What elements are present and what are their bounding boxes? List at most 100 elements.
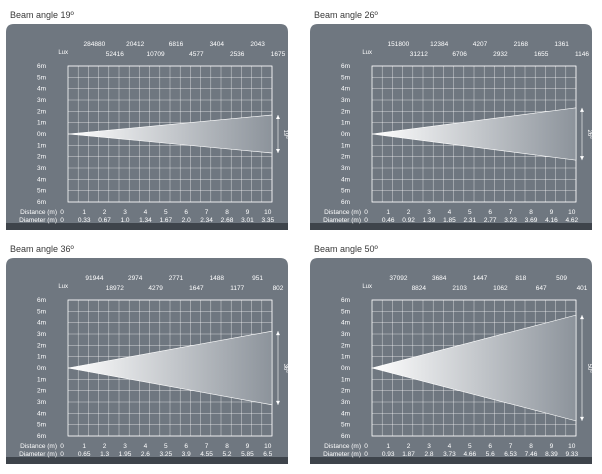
distance-tick-label: 6 (184, 443, 188, 450)
diameter-row-label: Diameter (m) (323, 451, 361, 458)
diameter-row-label: Diameter (m) (19, 451, 57, 458)
y-tick-label: 5m (341, 74, 350, 81)
lux-bottom-value: 31212 (410, 51, 428, 58)
distance-tick-label: 7 (205, 209, 209, 216)
panel-footer-strip (6, 223, 288, 230)
lux-bottom-value: 1675 (271, 51, 286, 58)
distance-tick-label: 7 (509, 443, 513, 450)
y-tick-label: 5m (37, 74, 46, 81)
y-tick-label: 2m (37, 154, 46, 161)
diameter-value-label: 1.34 (139, 217, 152, 224)
distance-tick-label: 5 (468, 209, 472, 216)
beam-cone (67, 330, 273, 406)
lux-bottom-value: 802 (273, 285, 284, 292)
angle-marker-arrow (276, 115, 280, 120)
distance-tick-label: 10 (264, 443, 272, 450)
lux-bottom-value: 1655 (534, 51, 549, 58)
lux-bottom-value: 401 (577, 285, 588, 292)
y-tick-label: 1m (37, 142, 46, 149)
distance-tick-label: 4 (144, 209, 148, 216)
distance-tick-label: 8 (225, 209, 229, 216)
y-tick-label: 4m (37, 176, 46, 183)
diameter-row-label: Diameter (m) (19, 217, 57, 224)
panel-footer-strip (310, 457, 592, 464)
diameter-value-label: 2.6 (141, 451, 150, 458)
distance-tick-label: 8 (225, 443, 229, 450)
diameter-value-label: 2.77 (484, 217, 497, 224)
y-tick-label: 6m (341, 297, 350, 304)
y-tick-label: 0m (341, 131, 350, 138)
diameter-value-label: 0.92 (402, 217, 415, 224)
beam-cone (371, 107, 577, 161)
y-tick-label: 4m (37, 320, 46, 327)
angle-label: 50º (586, 364, 592, 374)
distance-origin-label: 0 (364, 209, 368, 216)
distance-tick-label: 10 (568, 209, 576, 216)
lux-label: Lux (362, 284, 372, 290)
diameter-value-label: 3.9 (182, 451, 191, 458)
y-tick-label: 3m (37, 97, 46, 104)
y-tick-label: 3m (341, 165, 350, 172)
diameter-value-label: 1.0 (120, 217, 129, 224)
angle-label: 19º (282, 130, 288, 140)
distance-tick-label: 1 (386, 443, 390, 450)
lux-bottom-value: 4279 (148, 285, 163, 292)
lux-top-value: 3684 (432, 275, 447, 282)
y-tick-label: 2m (341, 108, 350, 115)
y-tick-label: 2m (341, 154, 350, 161)
diameter-value-label: 3.35 (261, 217, 274, 224)
y-tick-label: 4m (341, 86, 350, 93)
distance-origin-label: 0 (60, 209, 64, 216)
diameter-value-label: 5.2 (222, 451, 231, 458)
distance-row-label: Distance (m) (20, 209, 57, 216)
distance-tick-label: 9 (550, 209, 554, 216)
diameter-value-label: 1.95 (119, 451, 132, 458)
lux-bottom-value: 2932 (493, 51, 508, 58)
angle-marker-arrow (580, 315, 584, 320)
y-tick-label: 3m (37, 399, 46, 406)
distance-origin-label: 0 (364, 443, 368, 450)
y-tick-label: 3m (341, 97, 350, 104)
lux-bottom-value: 2536 (230, 51, 245, 58)
diameter-value-label: 2.34 (200, 217, 213, 224)
lux-top-value: 2974 (128, 275, 143, 282)
y-tick-label: 3m (37, 331, 46, 338)
diameter-value-label: 2.0 (182, 217, 191, 224)
distance-tick-label: 6 (488, 209, 492, 216)
y-tick-label: 4m (341, 320, 350, 327)
lux-top-value: 951 (252, 275, 263, 282)
y-tick-label: 6m (37, 433, 46, 440)
lux-bottom-value: 8824 (412, 285, 427, 292)
diameter-origin-label: 0 (364, 217, 368, 224)
lux-bottom-value: 1647 (189, 285, 204, 292)
lux-bottom-value: 52416 (106, 51, 124, 58)
diameter-value-label: 0.46 (382, 217, 395, 224)
lux-bottom-value: 6706 (452, 51, 467, 58)
diameter-value-label: 3.69 (525, 217, 538, 224)
diameter-value-label: 7.46 (525, 451, 538, 458)
beam-cone (67, 114, 273, 154)
lux-top-value: 6816 (169, 41, 184, 48)
lux-top-value: 37092 (389, 275, 407, 282)
distance-tick-label: 3 (427, 443, 431, 450)
y-tick-label: 3m (341, 331, 350, 338)
distance-tick-label: 3 (123, 443, 127, 450)
diameter-value-label: 6.53 (504, 451, 517, 458)
beam-chart-26: Beam angle 26º Lux 151800 12384 4207 2168 136… (310, 8, 592, 230)
lux-top-value: 509 (556, 275, 567, 282)
distance-tick-label: 8 (529, 443, 533, 450)
diameter-origin-label: 0 (60, 217, 64, 224)
diameter-value-label: 3.73 (443, 451, 456, 458)
distance-tick-label: 3 (123, 209, 127, 216)
distance-tick-label: 2 (407, 443, 411, 450)
diameter-value-label: 0.67 (98, 217, 111, 224)
y-tick-label: 5m (341, 308, 350, 315)
chart-title: Beam angle 19º (10, 10, 74, 20)
y-tick-label: 5m (37, 188, 46, 195)
lux-top-value: 1361 (554, 41, 569, 48)
y-tick-label: 4m (37, 86, 46, 93)
distance-tick-label: 1 (82, 443, 86, 450)
diameter-value-label: 5.6 (486, 451, 495, 458)
chart-title: Beam angle 26º (314, 10, 378, 20)
